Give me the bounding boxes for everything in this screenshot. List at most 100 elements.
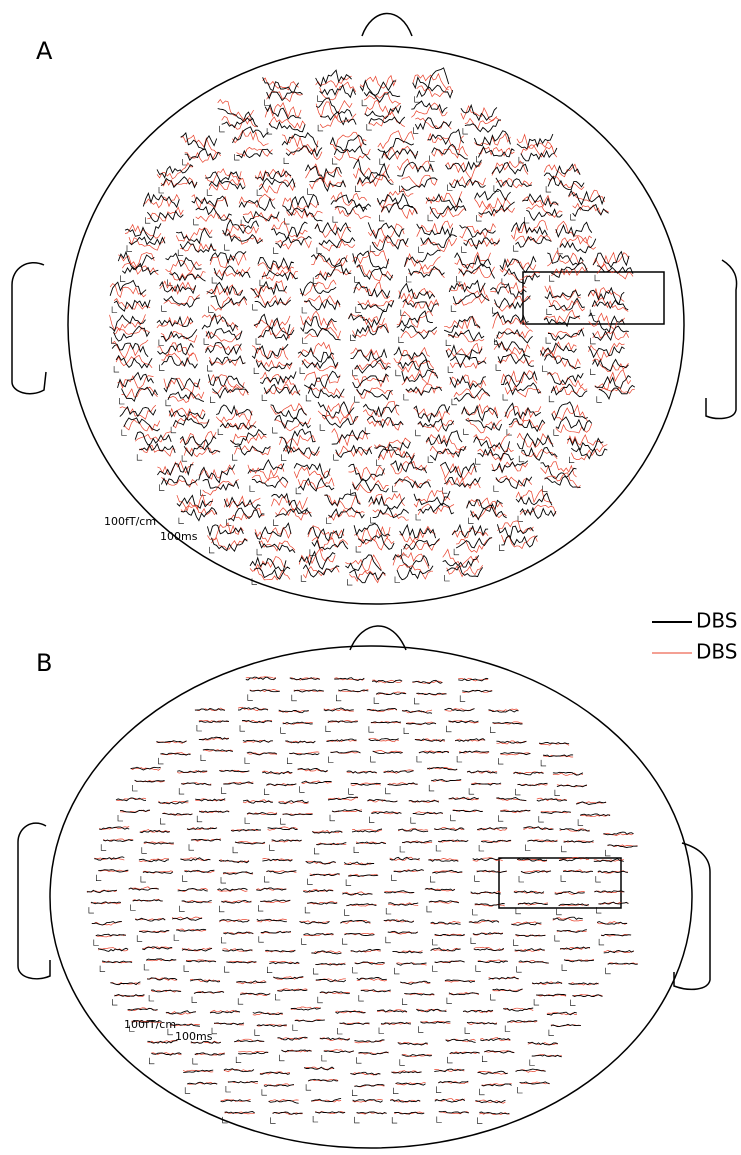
scale-mark xyxy=(120,275,125,281)
waveform xyxy=(430,446,466,457)
scale-mark xyxy=(369,817,374,823)
waveform xyxy=(477,870,507,872)
waveform xyxy=(381,203,417,219)
waveform xyxy=(263,77,299,93)
waveform xyxy=(400,525,436,538)
scale-mark xyxy=(549,396,554,402)
waveform xyxy=(589,346,625,357)
scale-mark xyxy=(353,370,358,376)
waveform xyxy=(406,384,442,395)
waveform xyxy=(540,342,576,357)
scale-mark xyxy=(207,365,212,371)
waveform xyxy=(157,464,193,476)
waveform xyxy=(465,120,501,132)
waveform xyxy=(176,228,212,243)
waveform xyxy=(452,525,488,537)
waveform xyxy=(429,901,459,903)
scale-mark xyxy=(518,1087,523,1093)
waveform xyxy=(180,436,216,445)
scale-mark xyxy=(447,998,452,1004)
scale-mark xyxy=(447,726,452,732)
scale-mark xyxy=(326,518,331,524)
waveform xyxy=(210,254,246,268)
waveform xyxy=(311,255,347,267)
scale-mark xyxy=(400,846,405,852)
scale-mark xyxy=(317,248,322,254)
waveform xyxy=(592,298,628,312)
scale-mark xyxy=(451,305,456,311)
scale-mark xyxy=(144,964,149,970)
scale-mark xyxy=(300,367,305,373)
waveform xyxy=(401,178,437,191)
scale-mark xyxy=(273,247,278,253)
waveform xyxy=(216,410,252,422)
scale-mark xyxy=(212,1028,217,1034)
waveform xyxy=(172,917,202,920)
waveform xyxy=(282,133,318,147)
waveform xyxy=(283,814,313,815)
scale-mark xyxy=(549,275,554,281)
waveform xyxy=(409,267,445,278)
scale-mark xyxy=(344,909,349,915)
waveform xyxy=(255,299,291,308)
scale-mark xyxy=(250,486,255,492)
scale-mark xyxy=(462,246,467,252)
waveform xyxy=(426,431,462,446)
scale-mark xyxy=(393,486,398,492)
scale-mark xyxy=(118,815,123,821)
waveform xyxy=(185,152,221,162)
scale-mark xyxy=(221,877,226,883)
scale-mark xyxy=(355,396,360,402)
waveform xyxy=(316,98,352,117)
waveform xyxy=(203,480,239,490)
scale-mark xyxy=(394,1088,399,1094)
waveform xyxy=(523,827,553,830)
scale-mark xyxy=(362,100,367,106)
waveform xyxy=(269,122,305,132)
scale-mark xyxy=(301,575,306,581)
waveform xyxy=(260,372,296,388)
waveform xyxy=(181,783,211,785)
waveform xyxy=(492,461,528,473)
scale-mark xyxy=(407,276,412,282)
waveform xyxy=(440,462,476,477)
waveform xyxy=(397,311,433,327)
scale-mark xyxy=(480,1089,485,1095)
waveform xyxy=(573,205,609,217)
waveform xyxy=(220,423,256,429)
waveform xyxy=(416,1009,446,1012)
scale-mark xyxy=(159,340,164,346)
waveform xyxy=(283,198,319,210)
waveform xyxy=(252,477,288,487)
scale-mark xyxy=(96,875,101,881)
scale-mark xyxy=(333,216,338,222)
waveform xyxy=(556,424,592,433)
scale-mark xyxy=(273,427,278,433)
scale-mark xyxy=(292,695,297,701)
waveform xyxy=(308,387,344,397)
waveform xyxy=(160,281,196,294)
waveform xyxy=(466,420,502,431)
waveform xyxy=(409,267,445,278)
waveform xyxy=(496,476,532,486)
waveform xyxy=(353,375,389,387)
waveform xyxy=(302,359,338,371)
scale-mark xyxy=(606,968,611,974)
waveform xyxy=(351,949,381,952)
scale-mark xyxy=(178,250,183,256)
scale-mark xyxy=(114,366,119,372)
waveform xyxy=(164,296,200,307)
scale-mark xyxy=(454,549,459,555)
waveform xyxy=(478,961,508,963)
scale-mark xyxy=(562,846,567,852)
waveform xyxy=(205,343,241,355)
waveform xyxy=(267,92,303,100)
scale-mark xyxy=(590,310,595,316)
scale-mark xyxy=(596,876,601,882)
scale-mark xyxy=(179,518,184,524)
scale-mark xyxy=(197,816,202,822)
scale-mark xyxy=(248,694,253,700)
waveform xyxy=(505,386,541,397)
legend-label: DBS off xyxy=(696,640,741,664)
waveform xyxy=(268,828,298,830)
